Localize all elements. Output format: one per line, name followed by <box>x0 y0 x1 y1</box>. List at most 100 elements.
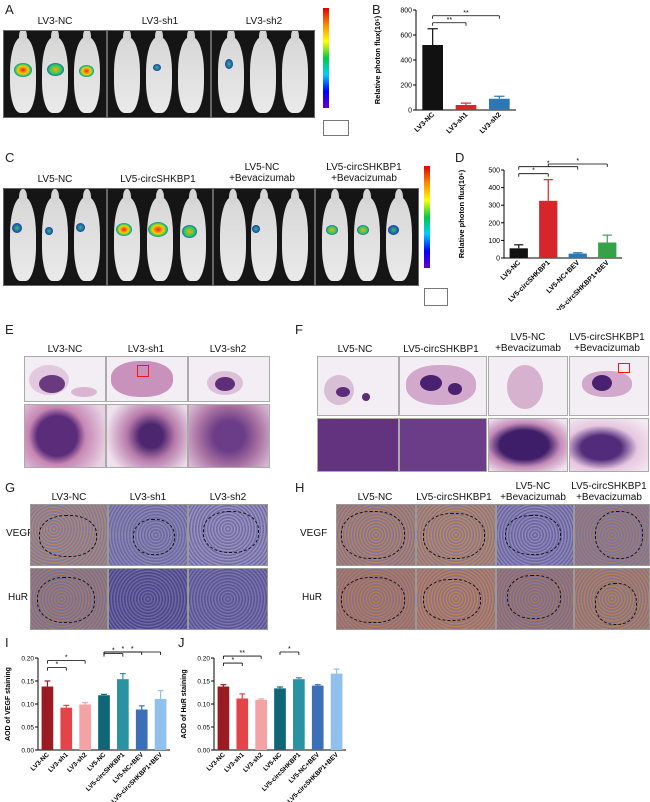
y-tick-label: 0.15 <box>21 679 34 686</box>
x-tick-label: LV5-NC <box>500 259 522 281</box>
group-label: LV3-NC <box>37 16 73 27</box>
ihc-image <box>574 568 650 630</box>
bar <box>293 679 305 750</box>
ihc-image <box>496 568 574 630</box>
x-tick-label: LV3-sh1 <box>446 111 470 135</box>
y-tick-label: 0 <box>496 256 500 263</box>
y-tick-label: 0.10 <box>21 702 34 709</box>
group-label: LV5-circSHKBP1 +Bevacizumab <box>569 332 645 354</box>
bar <box>255 699 267 750</box>
he-highmag <box>569 418 649 472</box>
bar <box>98 695 110 750</box>
ihc-image <box>496 504 574 566</box>
ihc-image <box>416 568 496 630</box>
y-tick-label: 500 <box>488 168 500 175</box>
group-label: LV5-NC +Bevacizumab <box>229 162 295 184</box>
x-tick-label: LV5-circSHKBP1+BEV <box>553 259 610 310</box>
bar <box>79 704 91 750</box>
bar <box>311 685 324 750</box>
significance-label: * <box>576 158 579 165</box>
bar <box>274 688 286 750</box>
bar <box>509 248 528 258</box>
ihc-image <box>416 504 496 566</box>
panel-label-b: B <box>372 2 381 17</box>
row-label-hur: HuR <box>302 592 323 603</box>
group-label: LV5-circSHKBP1 <box>120 174 196 185</box>
color-scale-bar <box>424 166 430 268</box>
legend-box <box>424 288 448 306</box>
y-tick-label: 0 <box>408 108 412 115</box>
he-highmag <box>106 404 188 468</box>
significance-label: * <box>65 655 68 662</box>
y-tick-label: 0.05 <box>197 725 210 732</box>
y-tick-label: 200 <box>400 83 412 90</box>
imaging-panel <box>3 30 107 118</box>
group-label: LV3-sh1 <box>141 16 179 27</box>
he-lowmag <box>569 356 649 416</box>
he-lowmag <box>488 356 568 416</box>
y-tick-label: 400 <box>400 58 412 65</box>
significance-label: ** <box>463 10 469 17</box>
y-tick-label: 600 <box>400 33 412 40</box>
chart-b: 0 200 400 600 800 Relative photon flux(10⁵) LV… <box>373 8 516 135</box>
significance-label: * <box>55 662 58 669</box>
bar <box>568 253 587 258</box>
y-tick-label: 100 <box>488 238 500 245</box>
significance-label: * <box>532 168 535 175</box>
bar <box>236 698 249 750</box>
y-tick-label: 0.00 <box>21 748 34 755</box>
row-label-vegf: VEGF <box>6 528 34 539</box>
x-tick-label: LV3-sh2 <box>66 751 89 774</box>
group-label: LV5-NC +Bevacizumab <box>495 332 561 354</box>
significance-label: * <box>131 646 134 653</box>
significance-label: ** <box>240 650 246 657</box>
bar <box>598 242 617 258</box>
he-highmag <box>399 418 487 472</box>
imaging-panel <box>107 188 213 286</box>
panel-label-e: E <box>5 322 14 337</box>
bar <box>217 686 230 750</box>
he-lowmag <box>317 356 399 416</box>
y-tick-label: 400 <box>488 185 500 192</box>
group-label: LV5-NC +Bevacizumab <box>500 481 566 503</box>
group-label: LV5-NC <box>37 174 73 185</box>
bar <box>422 45 443 110</box>
panel-label-d: D <box>455 150 465 165</box>
panel-label-i: I <box>5 635 9 650</box>
x-tick-label: LV3-NC <box>414 111 436 133</box>
group-label: LV5-NC <box>337 344 373 355</box>
he-lowmag <box>106 356 188 402</box>
y-axis-label: AOD of VEGF staining <box>5 667 12 741</box>
row-label-hur: HuR <box>8 592 29 603</box>
group-label: LV5-NC <box>357 492 393 503</box>
ihc-image <box>188 504 268 566</box>
ihc-image <box>108 568 188 630</box>
significance-label: * <box>231 657 234 664</box>
y-tick-label: 200 <box>488 220 500 227</box>
group-label: LV5-circSHKBP1 <box>403 344 479 355</box>
x-tick-label: LV3-sh2 <box>479 111 503 135</box>
he-highmag <box>24 404 106 468</box>
imaging-panel <box>107 30 211 118</box>
ihc-image <box>188 568 268 630</box>
group-label: LV3-NC <box>47 344 83 355</box>
group-label: LV5-circSHKBP1 <box>416 492 492 503</box>
y-axis-label: Relative photon flux(10⁶) <box>457 169 466 258</box>
y-tick-label: 0.20 <box>197 656 210 663</box>
y-tick-label: 800 <box>400 8 412 15</box>
significance-label: ** <box>447 17 453 24</box>
ihc-image <box>108 504 188 566</box>
imaging-panel <box>211 30 315 118</box>
bar <box>60 707 73 750</box>
y-tick-label: 300 <box>488 203 500 210</box>
group-label: LV3-sh1 <box>129 492 167 503</box>
bar <box>154 698 167 750</box>
bar <box>117 679 129 750</box>
ihc-image <box>574 504 650 566</box>
bar <box>330 673 343 750</box>
group-label: LV5-circSHKBP1 +Bevacizumab <box>571 481 647 503</box>
group-label: LV5-circSHKBP1 +Bevacizumab <box>326 162 402 184</box>
panel-label-h: H <box>295 480 305 495</box>
group-label: LV3-NC <box>51 492 87 503</box>
row-label-vegf: VEGF <box>300 528 328 539</box>
